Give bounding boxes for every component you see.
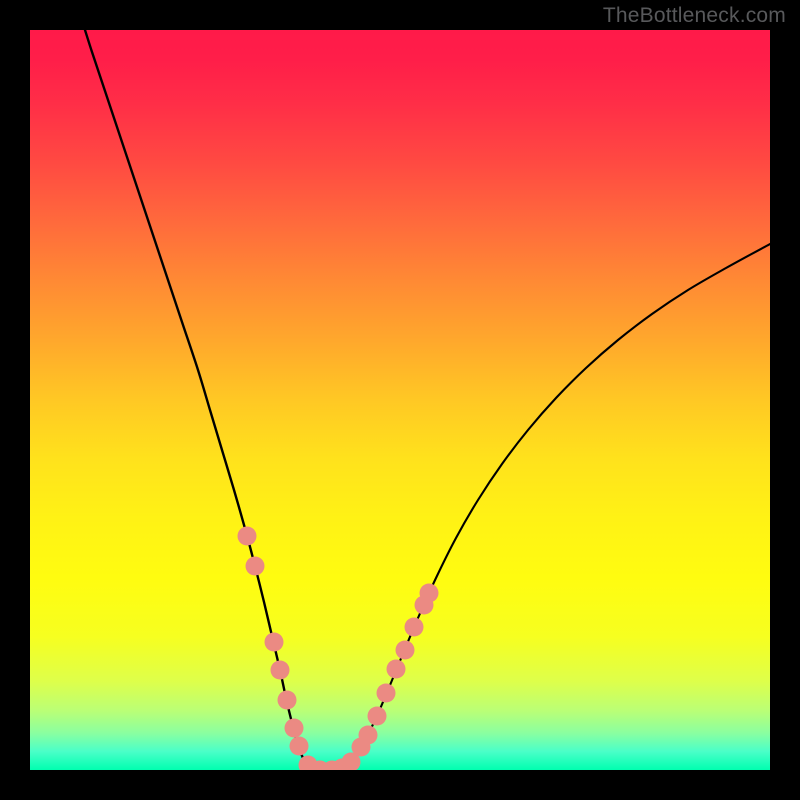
curve-left <box>85 30 316 770</box>
curve-right <box>340 244 770 770</box>
watermark: TheBottleneck.com <box>603 4 786 28</box>
curves-layer <box>30 30 770 770</box>
plot-area <box>30 30 770 770</box>
